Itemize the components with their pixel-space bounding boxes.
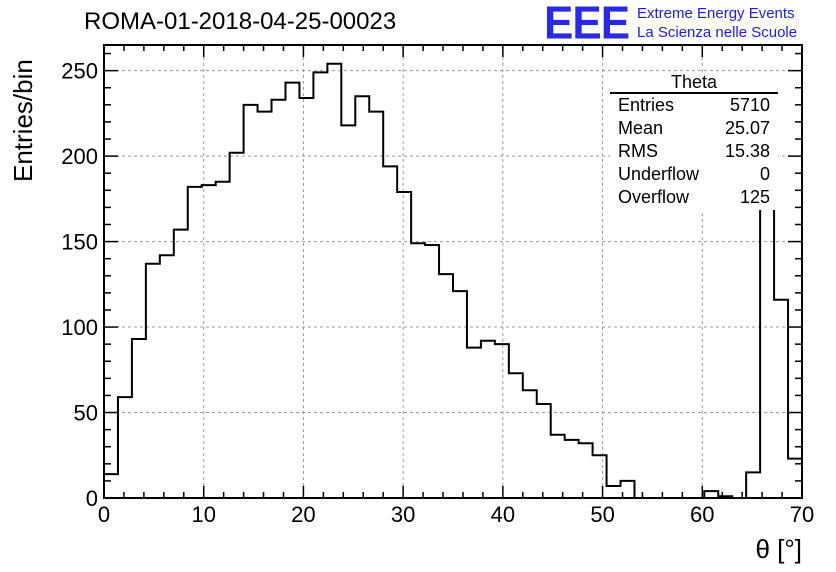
histogram-bin (355, 96, 369, 498)
histogram-bin (788, 459, 802, 498)
histogram-bin (188, 187, 202, 498)
x-tick-label: 30 (391, 502, 415, 527)
histogram-bin (439, 274, 453, 498)
histogram-bin (579, 443, 593, 498)
stats-value: 125 (739, 187, 770, 207)
histogram-bin (132, 339, 146, 498)
stats-row-rms: RMS 15.38 (610, 140, 778, 163)
logo-line-2: La Scienza nelle Scuole (637, 24, 798, 41)
stats-value: 25.07 (724, 118, 770, 138)
histogram-bin (425, 245, 439, 498)
y-tick-label: 50 (74, 401, 98, 426)
x-tick-label: 20 (291, 502, 315, 527)
histogram-bin (341, 125, 355, 498)
histogram-bin (299, 98, 313, 498)
histogram-bin (146, 264, 160, 498)
y-tick-label: 100 (61, 315, 98, 340)
histogram-bin (258, 112, 272, 498)
histogram-bin (272, 100, 286, 498)
histogram-bin (383, 166, 397, 498)
histogram-bin (230, 153, 244, 498)
stats-value: 5710 (729, 95, 770, 115)
histogram-bin (481, 341, 495, 498)
histogram-bin (537, 404, 551, 498)
histogram-bin (774, 300, 788, 498)
histogram-bin (523, 390, 537, 498)
stats-label: Overflow (618, 187, 690, 207)
histogram-bin (593, 455, 607, 498)
y-tick-label: 0 (86, 486, 98, 511)
histogram-bin (244, 105, 258, 498)
histogram-bin (118, 397, 132, 498)
histogram-bin (397, 192, 411, 498)
stats-label: RMS (618, 141, 658, 161)
y-tick-label: 150 (61, 230, 98, 255)
histogram-bin (327, 64, 341, 498)
histogram-bin (746, 472, 760, 498)
histogram-bin (495, 344, 509, 498)
eee-logo: EEE (544, 0, 630, 50)
chart-title: ROMA-01-2018-04-25-00023 (84, 8, 397, 35)
x-tick-label: 0 (98, 502, 110, 527)
x-tick-label: 70 (790, 502, 814, 527)
x-tick-label: 60 (690, 502, 714, 527)
plot-frame (103, 44, 803, 499)
stats-row-underflow: Underflow 0 (610, 163, 778, 186)
grid-lines (104, 45, 802, 498)
stats-box: Theta Entries 5710 Mean 25.07 RMS 15.38 … (610, 72, 778, 210)
histogram-bin (202, 185, 216, 498)
histogram-bin (160, 255, 174, 498)
x-tick-label: 10 (191, 502, 215, 527)
histogram-bin (369, 112, 383, 498)
logo-line-1: Extreme Energy Events (637, 5, 795, 22)
stats-row-entries: Entries 5710 (610, 94, 778, 117)
stats-value: 0 (759, 164, 770, 184)
histogram-bin (313, 72, 327, 498)
histogram-bin (551, 435, 565, 498)
stats-row-mean: Mean 25.07 (610, 117, 778, 140)
histogram-bin (411, 243, 425, 498)
x-tick-label: 40 (491, 502, 515, 527)
histogram-bin (285, 83, 299, 498)
histogram-bin (607, 486, 621, 498)
stats-value: 15.38 (724, 141, 770, 161)
histogram-bin (174, 230, 188, 498)
stats-label: Mean (618, 118, 664, 138)
histogram-bin (704, 491, 718, 498)
histogram-bin (467, 348, 481, 498)
eee-logo-text: Extreme Energy Events La Scienza nelle S… (637, 4, 797, 42)
stats-box-title: Theta (610, 72, 778, 94)
histogram-bin (453, 291, 467, 498)
stats-label: Entries (618, 95, 675, 115)
y-tick-label: 250 (61, 59, 98, 84)
stats-label: Underflow (618, 164, 700, 184)
stats-row-overflow: Overflow 125 (610, 186, 778, 209)
histogram-bin (565, 440, 579, 498)
histogram-bin (216, 182, 230, 498)
axis-ticks (103, 45, 803, 499)
axis-tick-labels: 0 10 20 30 40 50 60 70 0 50 100 150 200 250 (61, 59, 814, 527)
x-axis-label: θ [°] (755, 534, 802, 564)
histogram-bin (509, 373, 523, 498)
x-tick-label: 50 (590, 502, 614, 527)
histogram-bin (104, 474, 118, 498)
y-tick-label: 200 (61, 144, 98, 169)
y-axis-label: Entries/bin (8, 59, 38, 182)
